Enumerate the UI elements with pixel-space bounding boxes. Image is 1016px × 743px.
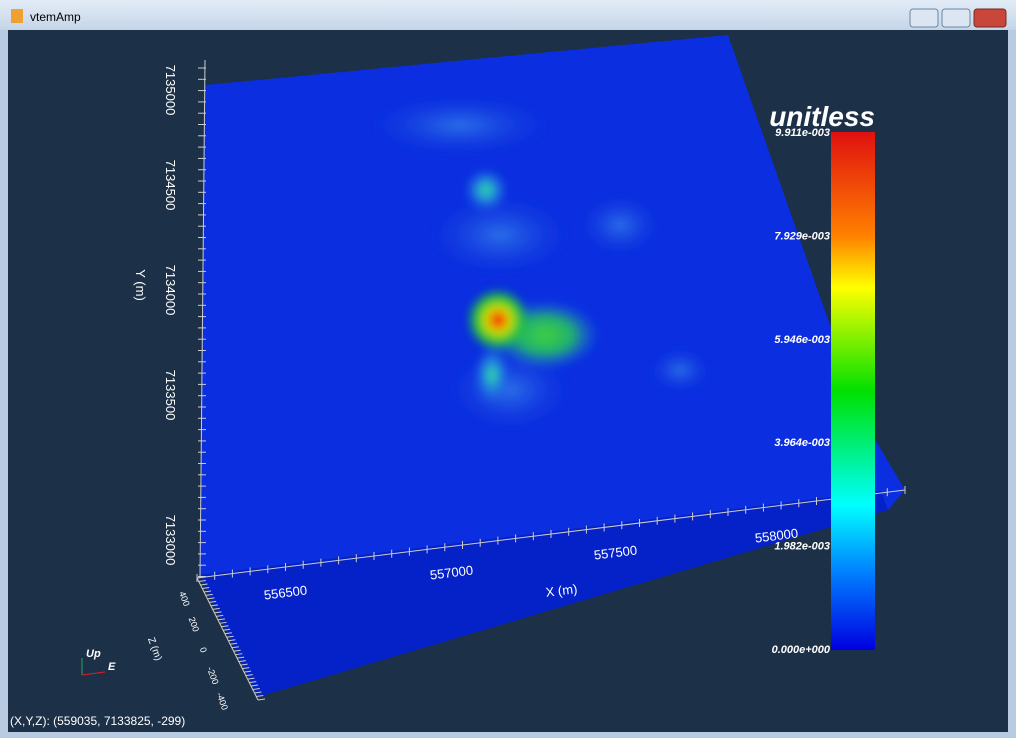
colorbar bbox=[831, 132, 875, 650]
up-label: Up bbox=[86, 648, 101, 660]
y-tick-label: 7133500 bbox=[163, 370, 178, 421]
east-label: E bbox=[108, 661, 116, 673]
x-tick-label: 556500 bbox=[263, 582, 308, 602]
z-tick bbox=[247, 677, 255, 680]
x-axis-title: X (m) bbox=[545, 581, 578, 600]
colorbar-label: 9.911e-003 bbox=[775, 127, 830, 139]
z-tick bbox=[210, 604, 219, 607]
z-tick bbox=[240, 663, 248, 666]
y-axis-title: Y (m) bbox=[133, 269, 148, 301]
z-tick bbox=[214, 611, 222, 614]
z-tick bbox=[252, 688, 260, 691]
z-tick bbox=[242, 667, 250, 670]
z-tick bbox=[198, 579, 206, 582]
z-tick bbox=[200, 583, 208, 586]
east-arrow bbox=[81, 671, 106, 676]
z-tick bbox=[243, 670, 252, 673]
z-tick bbox=[250, 684, 259, 687]
z-tick bbox=[205, 593, 213, 596]
z-tick bbox=[209, 600, 217, 603]
axis-ticks bbox=[196, 67, 906, 701]
z-tick bbox=[224, 632, 232, 635]
z-tick bbox=[216, 614, 224, 617]
y-tick-label: 7133000 bbox=[163, 515, 178, 566]
slab-front bbox=[200, 490, 888, 697]
z-tick bbox=[228, 639, 236, 642]
y-axis bbox=[199, 59, 206, 579]
colorbar-label: 0.000e+000 bbox=[772, 644, 831, 656]
heat-map bbox=[370, 95, 710, 430]
z-tick bbox=[237, 656, 245, 659]
z-tick bbox=[203, 590, 212, 593]
z-tick bbox=[254, 691, 262, 694]
colorbar-label: 1.982e-003 bbox=[774, 541, 830, 553]
z-tick bbox=[207, 597, 215, 600]
z-axis bbox=[196, 577, 259, 701]
z-tick bbox=[230, 642, 238, 645]
status-bar: (X,Y,Z): (559035, 7133825, -299) bbox=[10, 714, 185, 728]
z-tick bbox=[212, 607, 220, 610]
minimize[interactable] bbox=[909, 8, 939, 28]
y-tick-label: 7134000 bbox=[163, 265, 178, 316]
z-tick-label: 0 bbox=[198, 646, 209, 654]
x-tick-label: 557000 bbox=[429, 562, 474, 582]
z-tick bbox=[245, 674, 253, 677]
z-tick bbox=[231, 646, 239, 649]
colorbar-label: 3.964e-003 bbox=[774, 437, 830, 449]
colorbar-label: 7.929e-003 bbox=[774, 230, 830, 242]
z-tick-label: 400 bbox=[177, 590, 192, 608]
z-tick bbox=[235, 653, 243, 656]
z-tick bbox=[196, 576, 205, 579]
z-tick bbox=[219, 621, 227, 624]
y-tick-label: 7135000 bbox=[163, 65, 178, 116]
z-tick-label: 200 bbox=[187, 616, 202, 634]
window-title: vtemAmp bbox=[30, 10, 81, 24]
app-icon bbox=[11, 9, 23, 23]
z-tick bbox=[233, 649, 241, 652]
maximize[interactable] bbox=[941, 8, 971, 28]
x-tick-label: 557500 bbox=[593, 542, 638, 562]
z-tick bbox=[249, 681, 257, 684]
z-tick bbox=[226, 635, 234, 638]
close[interactable] bbox=[973, 8, 1007, 28]
colorbar-title: unitless bbox=[769, 101, 875, 132]
z-tick bbox=[221, 625, 229, 628]
colorbar-label: 5.946e-003 bbox=[774, 334, 830, 346]
x-tick-label: 558000 bbox=[754, 525, 799, 545]
z-tick bbox=[256, 695, 264, 698]
z-tick bbox=[223, 628, 231, 631]
title-bar bbox=[0, 0, 1016, 30]
z-tick bbox=[202, 586, 210, 589]
z-tick bbox=[257, 698, 266, 701]
z-tick bbox=[238, 660, 246, 663]
y-tick-label: 7134500 bbox=[163, 160, 178, 211]
z-tick bbox=[217, 618, 225, 621]
